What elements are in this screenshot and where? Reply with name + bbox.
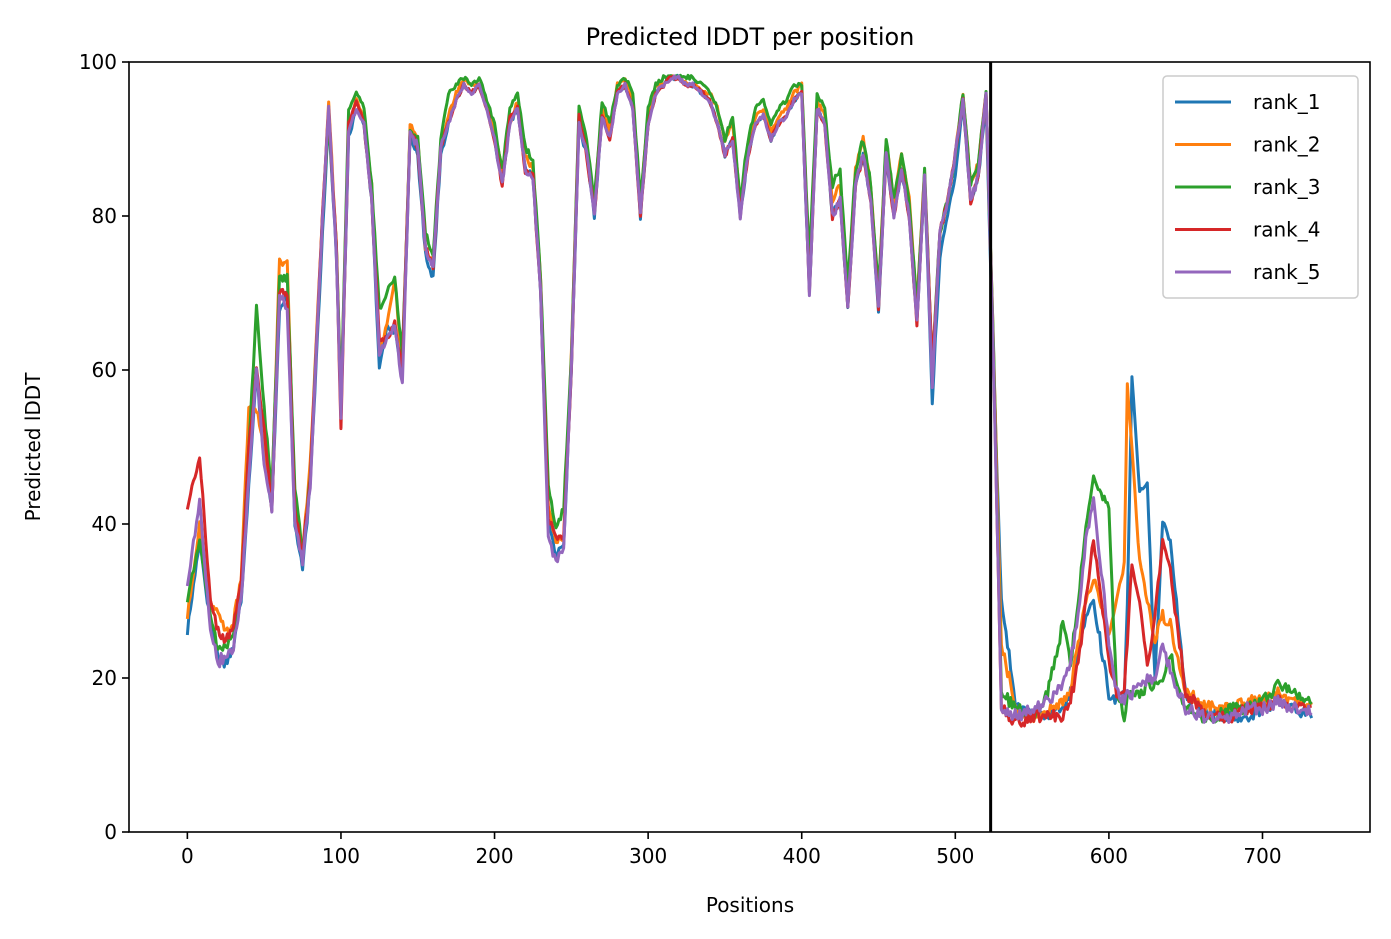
y-tick-label: 40 bbox=[92, 512, 117, 536]
x-tick-label: 0 bbox=[181, 844, 194, 868]
x-tick-label: 300 bbox=[629, 844, 667, 868]
x-axis-ticks: 0 100 200 300 400 500 600 700 bbox=[181, 832, 1282, 868]
plot-frame bbox=[128, 61, 1371, 833]
x-tick-label: 500 bbox=[936, 844, 974, 868]
y-tick-label: 20 bbox=[92, 666, 117, 690]
x-tick-label: 600 bbox=[1090, 844, 1128, 868]
chart-title: Predicted lDDT per position bbox=[586, 23, 915, 51]
x-tick-label: 400 bbox=[783, 844, 821, 868]
y-tick-label: 80 bbox=[92, 204, 117, 228]
x-tick-label: 100 bbox=[322, 844, 360, 868]
y-tick-label: 0 bbox=[104, 820, 117, 844]
legend-label-rank_1: rank_1 bbox=[1253, 90, 1320, 114]
y-axis-ticks: 0 20 40 60 80 100 bbox=[79, 50, 129, 844]
legend: rank_1 rank_2 rank_3 rank_4 rank_5 bbox=[1162, 75, 1359, 299]
series-lines bbox=[185, 73, 1314, 728]
legend-label-rank_2: rank_2 bbox=[1253, 133, 1320, 157]
x-axis-label: Positions bbox=[706, 893, 794, 917]
x-tick-label: 200 bbox=[475, 844, 513, 868]
legend-label-rank_3: rank_3 bbox=[1253, 175, 1320, 199]
legend-frame bbox=[1162, 75, 1359, 299]
x-tick-label: 700 bbox=[1243, 844, 1281, 868]
y-tick-label: 60 bbox=[92, 358, 117, 382]
y-tick-label: 100 bbox=[79, 50, 117, 74]
y-axis-label: Predicted lDDT bbox=[21, 372, 45, 522]
legend-label-rank_4: rank_4 bbox=[1253, 218, 1320, 242]
series-line-rank_5 bbox=[185, 74, 1313, 725]
legend-label-rank_5: rank_5 bbox=[1253, 260, 1320, 284]
